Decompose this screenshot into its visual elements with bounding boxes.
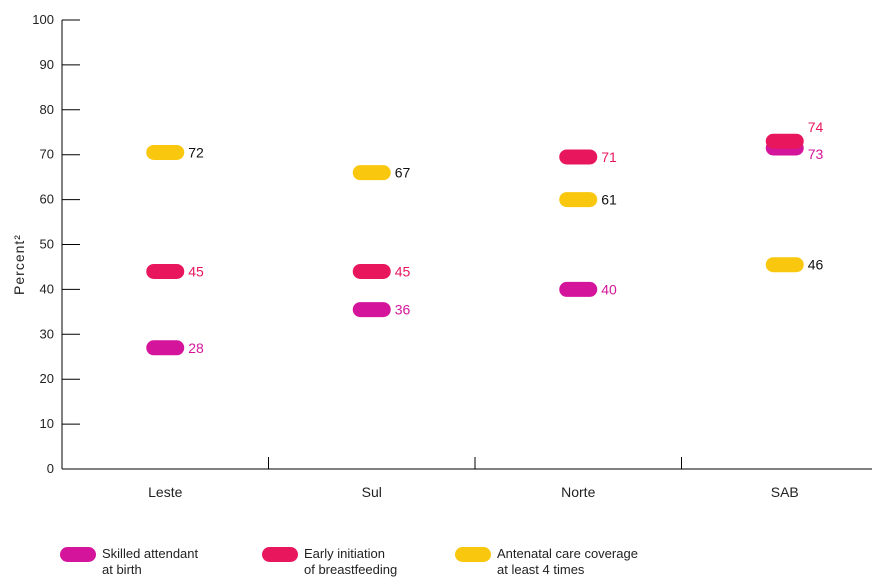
legend-item-skilled-attendant: Skilled attendant at birth xyxy=(60,546,272,578)
y-tick-label: 60 xyxy=(40,192,54,207)
data-point-pill xyxy=(765,257,804,273)
dot-plot-chart: 0 10 20 30 40 50 60 70 80 90 100 Percent² Leste Sul No… xyxy=(11,12,872,500)
y-tick-label: 80 xyxy=(40,102,54,117)
y-tick-label: 90 xyxy=(40,57,54,72)
legend-label-skilled-attendant: Skilled attendant at birth xyxy=(102,546,272,578)
legend-swatch-antenatal-care xyxy=(455,547,491,562)
legend-label-line1: Early initiation xyxy=(304,546,385,561)
legend-label-line2: at least 4 times xyxy=(497,562,585,577)
x-tick-label: Norte xyxy=(561,484,595,500)
legend-item-antenatal-care: Antenatal care coverage at least 4 times xyxy=(455,546,667,578)
y-tick-label: 100 xyxy=(32,12,54,27)
y-tick-label: 70 xyxy=(40,147,54,162)
data-label: 46 xyxy=(808,257,824,273)
data-point-pill xyxy=(146,263,185,279)
data-label: 40 xyxy=(601,281,617,297)
y-tick-label: 20 xyxy=(40,371,54,386)
legend: Skilled attendant at birth Early initiat… xyxy=(60,546,880,582)
data-label: 45 xyxy=(395,263,411,279)
legend-label-antenatal-care: Antenatal care coverage at least 4 times xyxy=(497,546,667,578)
legend-label-line1: Antenatal care coverage xyxy=(497,546,638,561)
legend-swatch-early-initiation xyxy=(262,547,298,562)
data-point-pill xyxy=(559,192,598,208)
data-point-pill xyxy=(559,281,598,297)
data-label: 61 xyxy=(601,192,617,208)
y-tick-label: 30 xyxy=(40,326,54,341)
legend-label-early-initiation: Early initiation of breastfeeding xyxy=(304,546,474,578)
data-label: 72 xyxy=(188,144,204,160)
x-tick-label: Sul xyxy=(362,484,382,500)
data-label: 73 xyxy=(808,146,824,162)
data-point-pill xyxy=(352,263,391,279)
legend-label-line2: of breastfeeding xyxy=(304,562,398,577)
data-label: 28 xyxy=(188,340,204,356)
data-label: 36 xyxy=(395,302,411,318)
y-tick-label: 50 xyxy=(40,237,54,252)
legend-label-line2: at birth xyxy=(102,562,142,577)
y-tick-label: 40 xyxy=(40,281,54,296)
legend-label-line1: Skilled attendant xyxy=(102,546,199,561)
data-label: 67 xyxy=(395,165,411,181)
x-tick-label: Leste xyxy=(148,484,182,500)
y-tick-label: 0 xyxy=(47,461,54,476)
data-point-pill xyxy=(146,144,185,160)
data-label: 74 xyxy=(808,119,824,135)
data-point-pill xyxy=(765,133,804,149)
data-label: 71 xyxy=(601,149,617,165)
data-point-pill xyxy=(146,340,185,356)
data-point-pill xyxy=(559,149,598,165)
x-tick-label: SAB xyxy=(771,484,799,500)
y-axis-title: Percent² xyxy=(11,234,27,295)
data-point-pill xyxy=(352,302,391,318)
legend-swatch-skilled-attendant xyxy=(60,547,96,562)
legend-item-early-initiation: Early initiation of breastfeeding xyxy=(262,546,474,578)
data-point-pill xyxy=(352,165,391,181)
data-label: 45 xyxy=(188,263,204,279)
y-tick-label: 10 xyxy=(40,416,54,431)
